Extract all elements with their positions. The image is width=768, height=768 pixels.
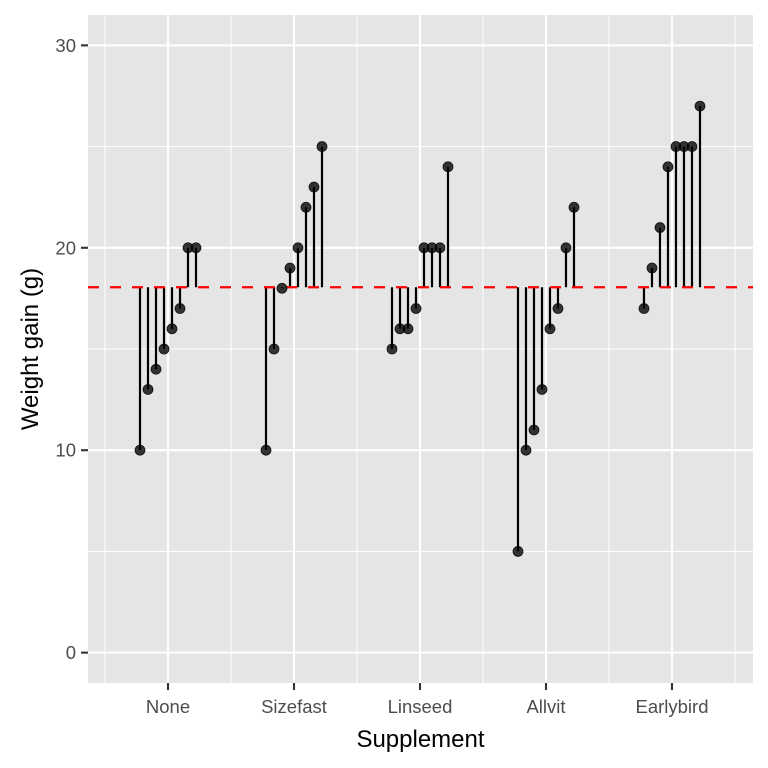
lollipop-point bbox=[142, 384, 154, 395]
lollipop-point bbox=[528, 424, 540, 436]
lollipop-point bbox=[166, 323, 178, 335]
lollipop-point bbox=[442, 161, 454, 173]
lollipop-point bbox=[552, 303, 564, 314]
lollipop-point bbox=[654, 222, 666, 233]
x-tick-label: Sizefast bbox=[261, 696, 327, 717]
x-tick-label: Earlybird bbox=[635, 696, 708, 717]
lollipop-point bbox=[316, 141, 328, 152]
lollipop-point bbox=[276, 282, 288, 294]
x-axis: None Sizefast Linseed Allvit Earlybird bbox=[146, 683, 708, 717]
lollipop-point bbox=[512, 546, 524, 557]
lollipop-point bbox=[260, 444, 272, 456]
lollipop-point bbox=[536, 384, 548, 395]
lollipop-point bbox=[686, 141, 698, 152]
lollipop-point bbox=[134, 444, 146, 456]
y-axis-title: Weight gain (g) bbox=[17, 268, 44, 430]
lollipop-point bbox=[386, 343, 398, 355]
lollipop-point bbox=[158, 343, 170, 355]
lollipop-point bbox=[646, 262, 658, 274]
y-tick-label: 20 bbox=[55, 237, 76, 258]
lollipop-points bbox=[134, 100, 706, 557]
lollipop-point bbox=[308, 181, 320, 193]
lollipop-point bbox=[268, 343, 280, 355]
lollipop-point bbox=[638, 303, 650, 314]
lollipop-point bbox=[520, 444, 532, 456]
lollipop-point bbox=[568, 201, 580, 213]
x-axis-title: Supplement bbox=[356, 726, 484, 753]
x-tick-label: Allvit bbox=[526, 696, 565, 717]
lollipop-point bbox=[544, 323, 556, 335]
lollipop-point bbox=[174, 303, 186, 314]
lollipop-point bbox=[662, 161, 674, 173]
lollipop-point bbox=[292, 242, 304, 254]
lollipop-point bbox=[300, 201, 312, 213]
lollipop-point bbox=[190, 242, 202, 254]
lollipop-point bbox=[284, 262, 296, 274]
x-tick-label: None bbox=[146, 696, 190, 717]
lollipop-point bbox=[694, 100, 706, 112]
lollipop-point bbox=[434, 242, 446, 254]
y-tick-label: 30 bbox=[55, 35, 76, 56]
lollipop-point bbox=[560, 242, 572, 254]
lollipop-point bbox=[150, 363, 162, 375]
y-tick-label: 10 bbox=[55, 440, 76, 461]
lollipop-segments bbox=[138, 106, 702, 552]
y-tick-label: 0 bbox=[66, 642, 76, 663]
lollipop-point bbox=[410, 303, 422, 314]
lollipop-point bbox=[402, 323, 414, 335]
x-tick-label: Linseed bbox=[388, 696, 453, 717]
y-axis: 0 10 20 30 bbox=[55, 35, 88, 663]
